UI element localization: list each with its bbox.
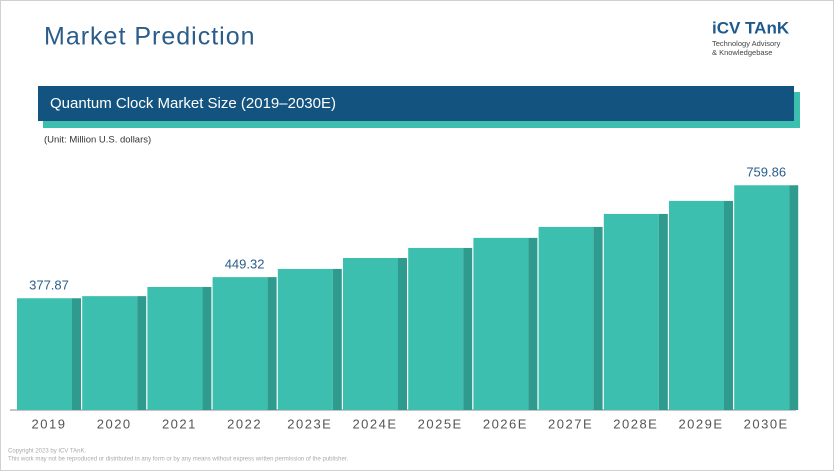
bar (147, 286, 203, 410)
x-tick-label: 2019 (32, 416, 67, 431)
value-label: 377.87 (29, 278, 69, 293)
x-tick-label: 2022 (227, 416, 262, 431)
x-tick-label: 2020 (97, 416, 132, 431)
bar (343, 257, 398, 410)
bar (734, 185, 790, 410)
value-label: 449.32 (225, 257, 265, 272)
x-tick-label: 2028E (613, 416, 658, 431)
unit-label: (Unit: Million U.S. dollars) (44, 135, 151, 146)
bar-side (528, 237, 538, 410)
bar (603, 213, 659, 410)
x-tick-label: 2030E (744, 416, 789, 431)
bar (538, 226, 594, 410)
chart-title: Quantum Clock Market Size (2019–2030E) (50, 95, 336, 112)
bar (82, 296, 138, 410)
bar (669, 200, 724, 410)
bar-side (398, 257, 407, 410)
logo: iCV TAnK (712, 18, 790, 37)
bar (17, 298, 72, 410)
logo-line: & Knowledgebase (712, 48, 772, 57)
x-tick-label: 2025E (418, 416, 463, 431)
bar-side (658, 213, 668, 410)
bar-side (463, 247, 473, 410)
page-title: Market Prediction (44, 23, 256, 51)
x-tick-label: 2027E (548, 416, 593, 431)
x-tick-label: 2029E (678, 416, 723, 431)
bar-side (72, 298, 81, 410)
bar (277, 268, 333, 410)
banner (38, 86, 794, 121)
x-tick-label: 2026E (483, 416, 528, 431)
bar-side (593, 226, 603, 410)
x-tick-label: 2023E (287, 416, 332, 431)
x-tick-label: 2024E (352, 416, 397, 431)
bar-side (724, 200, 733, 410)
bar (408, 247, 464, 410)
logo-line: Technology Advisory (712, 39, 781, 48)
bar-side (789, 185, 799, 410)
copyright: This work may not be reproduced or distr… (8, 457, 348, 463)
copyright: Copyright 2023 by ICV TAnK. (8, 449, 86, 455)
bar (212, 277, 268, 410)
value-label: 759.86 (746, 165, 786, 180)
bar-side (332, 268, 342, 410)
bar-side (267, 277, 277, 410)
bar (473, 237, 529, 410)
x-tick-label: 2021 (162, 416, 197, 431)
bar-side (137, 296, 147, 410)
bar-side (202, 286, 212, 410)
